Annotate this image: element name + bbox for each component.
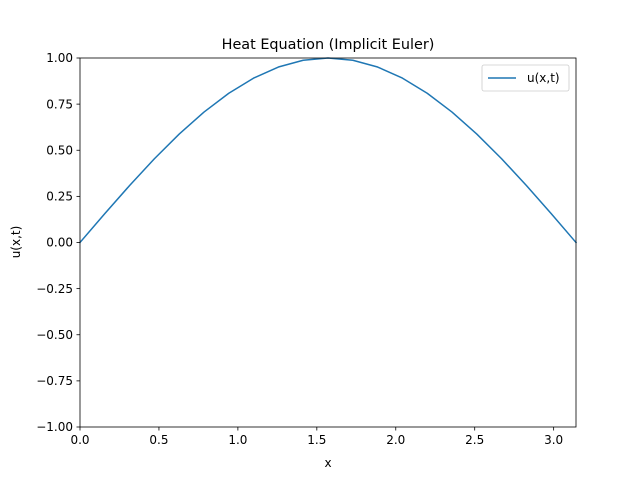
x-tick-label: 2.0 [386,433,405,447]
x-tick-label: 0.5 [149,433,168,447]
ticks-layer: 0.0 0.5 1.0 1.5 2.0 2.5 3.0 −1.00 −0.75 −0.50 −0.2… [36,51,563,447]
y-axis-label: u(x,t) [9,226,23,259]
y-tick-label: 0.75 [46,97,73,111]
plot-area [80,58,576,427]
x-tick-label: 1.0 [228,433,247,447]
y-tick-label: −0.50 [36,328,73,342]
x-tick-label: 0.0 [70,433,89,447]
x-tick-label: 2.5 [465,433,484,447]
chart-title: Heat Equation (Implicit Euler) [222,37,435,53]
x-tick-label: 3.0 [544,433,563,447]
y-tick-label: −1.00 [36,420,73,434]
y-tick-label: 0.00 [46,236,73,250]
y-tick-label: 1.00 [46,51,73,65]
x-axis-label: x [324,456,331,470]
x-tick-label: 1.5 [307,433,326,447]
legend-box [481,64,570,92]
y-tick-label: 0.50 [46,143,73,157]
y-tick-label: −0.25 [36,282,73,296]
y-tick-label: −0.75 [36,374,73,388]
legend-entry-label: u(x,t) [527,71,560,85]
y-tick-label: 0.25 [46,190,73,204]
plot-frame [79,57,577,428]
legend: u(x,t) [481,64,570,92]
